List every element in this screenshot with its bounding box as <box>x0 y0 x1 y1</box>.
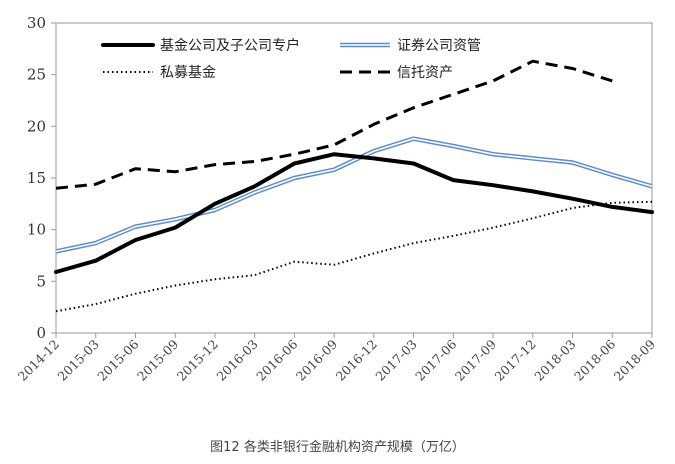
x-tick-label: 2016-03 <box>213 336 260 383</box>
legend-label-2: 证券公司资管 <box>397 38 481 54</box>
chart-series <box>54 59 654 313</box>
x-tick-label: 2017-03 <box>372 336 419 383</box>
y-tick-label: 0 <box>36 324 46 342</box>
y-tick-label: 15 <box>27 169 46 187</box>
x-tick-label: 2018-03 <box>531 336 578 383</box>
series-line-2-inner <box>55 137 653 253</box>
legend-label-4: 信托资产 <box>397 65 453 81</box>
x-tick-label: 2017-06 <box>412 336 459 383</box>
x-tick-label: 2018-09 <box>611 336 658 383</box>
x-tick-label: 2017-09 <box>452 336 499 383</box>
x-tick-label: 2016-09 <box>293 336 340 383</box>
series-line-2 <box>55 136 653 254</box>
plot-frame <box>55 22 653 334</box>
x-tick-label: 2015-06 <box>94 336 141 383</box>
series-line-3 <box>55 200 653 313</box>
y-tick-label: 30 <box>27 14 46 32</box>
x-tick-label: 2015-12 <box>174 337 221 384</box>
x-tick-label: 2017-12 <box>492 337 539 384</box>
legend-label-1: 基金公司及子公司专户 <box>160 37 300 54</box>
x-tick-label: 2014-12 <box>15 337 62 384</box>
y-tick-label: 5 <box>36 272 46 290</box>
figure-caption: 图12 各类非银行金融机构资产规模（万亿） <box>210 440 465 455</box>
x-tick-label: 2015-03 <box>55 336 102 383</box>
y-tick-label: 25 <box>27 66 46 84</box>
y-tick-label: 10 <box>27 221 46 239</box>
x-tick-label: 2016-12 <box>333 337 380 384</box>
x-tick-label: 2016-06 <box>253 336 300 383</box>
y-tick-label: 20 <box>27 117 46 135</box>
x-tick-label: 2018-06 <box>571 336 618 383</box>
chart-axes: 0 5 10 15 20 25 30 2014-122015-032015-062015-09… <box>15 14 658 384</box>
legend-label-3: 私募基金 <box>160 64 216 81</box>
line-chart: 0 5 10 15 20 25 30 2014-122015-032015-062015-09… <box>15 14 658 384</box>
series-line-4 <box>55 59 613 190</box>
series-line-1 <box>54 152 654 274</box>
x-tick-label: 2015-09 <box>134 336 181 383</box>
